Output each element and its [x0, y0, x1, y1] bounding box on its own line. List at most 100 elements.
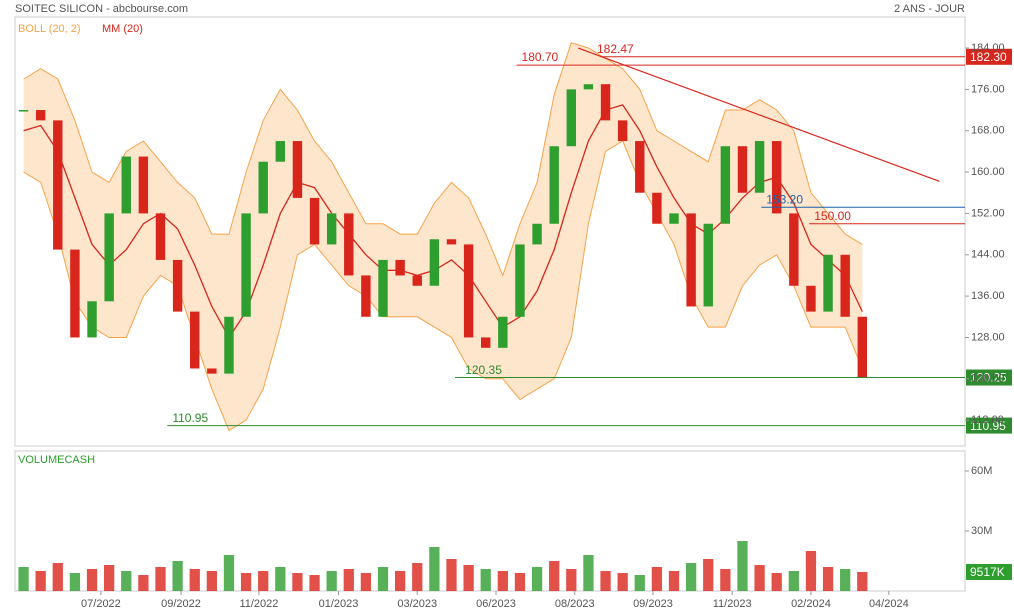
level-badge-label: 120.25 — [970, 371, 1007, 385]
candle — [429, 239, 440, 286]
legend-entry: MM (20) — [102, 23, 143, 35]
y-tick-label: 160.00 — [971, 166, 1005, 178]
volume-bar — [69, 573, 81, 591]
volume-bar — [788, 571, 799, 591]
volume-bar — [18, 567, 29, 591]
y-tick-label: 152.00 — [971, 207, 1005, 219]
candle — [669, 213, 679, 224]
x-tick-label: 07/2022 — [81, 598, 121, 610]
candle — [481, 337, 491, 348]
candle — [463, 244, 474, 338]
volume-bar — [805, 551, 817, 591]
volume-bar — [514, 573, 526, 591]
legend-entry: BOLL (20, 2) — [18, 23, 81, 35]
x-tick-label: 09/2022 — [161, 598, 201, 610]
level-badge-label: 182.30 — [970, 50, 1007, 64]
volume-bar — [86, 569, 98, 591]
band-upper — [23, 42, 863, 277]
candle — [190, 311, 200, 369]
x-tick-label: 01/2023 — [319, 598, 359, 610]
volume-bar — [240, 573, 252, 591]
y-tick-label: 176.00 — [971, 83, 1005, 95]
candle — [309, 197, 320, 245]
volume-bar — [566, 569, 577, 591]
candle — [155, 213, 166, 260]
candle — [600, 84, 611, 121]
candle — [566, 89, 577, 147]
candle — [754, 141, 765, 193]
volume-bar — [121, 571, 132, 591]
candle — [772, 141, 782, 214]
y-tick-label: 30M — [971, 525, 992, 537]
chart-title: SOITEC SILICON - abcbourse.com — [15, 3, 188, 15]
y-tick-label: 184.00 — [971, 42, 1005, 54]
candle — [446, 239, 457, 245]
candle — [635, 141, 645, 193]
trend-line — [577, 47, 940, 182]
y-tick-label: 120.00 — [971, 373, 1005, 385]
candle — [87, 301, 97, 338]
candle — [224, 316, 234, 374]
candle — [395, 259, 405, 276]
level-label: 110.95 — [172, 411, 208, 425]
volume-bar — [617, 573, 628, 591]
volume-bar — [737, 541, 748, 591]
chart-subtitle: 2 ANS - JOUR — [894, 3, 965, 15]
candle — [344, 213, 354, 276]
volume-bar — [463, 565, 474, 591]
volume-bar — [360, 573, 372, 591]
candle — [53, 120, 63, 250]
band-lower — [23, 140, 863, 432]
candle — [840, 254, 850, 317]
candle — [121, 156, 131, 214]
y-tick-label: 168.00 — [971, 125, 1005, 137]
candle — [549, 146, 559, 224]
candle — [498, 316, 508, 348]
volume-bar — [531, 567, 543, 591]
volume-bar — [35, 571, 46, 591]
candle — [703, 223, 713, 307]
candle — [292, 141, 303, 198]
y-tick-label: 144.00 — [971, 249, 1005, 261]
band-fill — [23, 42, 863, 431]
annotation: 182.47 — [597, 42, 634, 56]
x-tick-label: 11/2022 — [239, 598, 278, 610]
volume-bar — [52, 563, 63, 591]
volume-bar — [840, 569, 851, 591]
volume-bar — [172, 561, 183, 591]
y-tick-label: 60M — [971, 465, 992, 477]
volume-bar — [822, 567, 834, 591]
candle — [70, 249, 80, 338]
volume-bar — [549, 561, 560, 591]
volume-bar — [206, 571, 217, 591]
candle — [361, 275, 371, 317]
volume-bar — [668, 571, 680, 591]
volume-bar — [634, 575, 645, 591]
volume-bar — [703, 559, 714, 591]
candle — [18, 110, 29, 112]
candle — [35, 110, 46, 121]
price-frame — [14, 16, 966, 447]
volume-bar — [412, 563, 423, 591]
x-tick-label: 04/2024 — [869, 598, 909, 610]
volume-bar — [189, 569, 200, 591]
volume-badge-label: 9517K — [970, 565, 1005, 579]
volume-bar — [377, 567, 389, 591]
level-label: 150.00 — [814, 209, 851, 223]
annotation: 120.35 — [465, 363, 502, 377]
volume-bar — [685, 563, 697, 591]
candle — [515, 244, 525, 317]
volume-bar — [651, 567, 663, 591]
candle — [583, 84, 594, 90]
volume-bar — [104, 565, 115, 591]
candle — [412, 275, 422, 286]
volume-bar — [600, 571, 611, 591]
volume-bar — [480, 569, 491, 591]
volume-bar — [857, 571, 868, 591]
x-tick-label: 02/2024 — [791, 598, 831, 610]
level-label: 153.20 — [766, 192, 803, 206]
volume-bar — [309, 575, 320, 591]
candle — [806, 285, 816, 312]
candle — [737, 146, 748, 193]
